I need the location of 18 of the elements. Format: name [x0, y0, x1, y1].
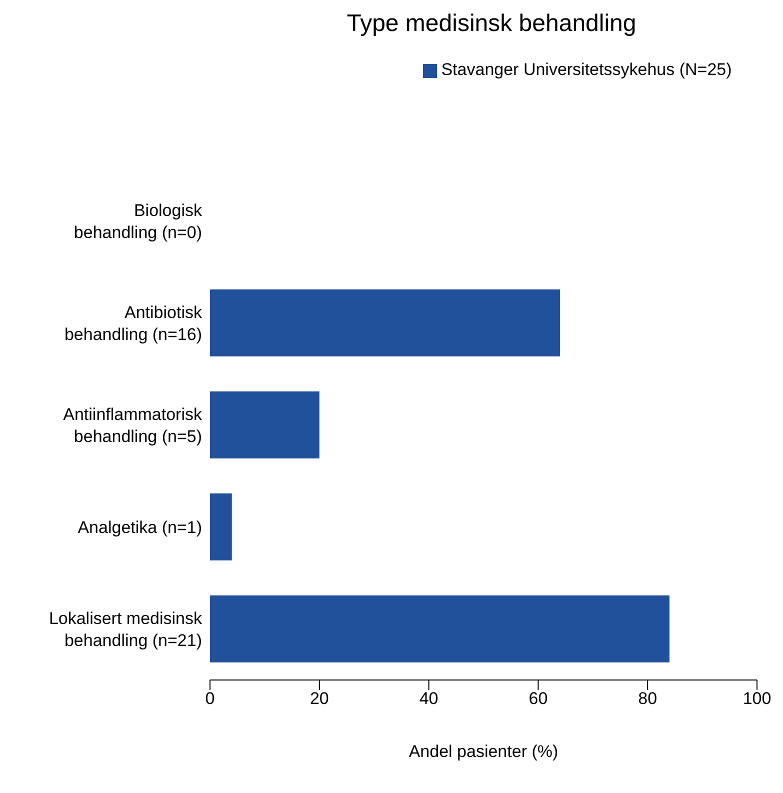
y-tick-label: Antibiotisk behandling (n=16) — [64, 302, 202, 344]
x-tick-label: 100 — [742, 689, 772, 708]
legend-label: Stavanger Universitetssykehus (N=25) — [441, 60, 732, 79]
x-tick-label: 0 — [205, 689, 215, 708]
bar — [210, 289, 560, 356]
y-tick-label: Lokalisert medisinsk behandling (n=21) — [48, 608, 202, 650]
x-tick-label: 80 — [638, 689, 658, 708]
y-tick-label: Biologisk behandling (n=0) — [74, 200, 202, 242]
y-tick-label: Analgetika (n=1) — [78, 518, 202, 536]
bar — [210, 391, 320, 458]
bar — [210, 493, 232, 560]
y-tick-label: Antiinflammatorisk behandling (n=5) — [63, 404, 202, 446]
x-tick-label: 40 — [419, 689, 438, 708]
bar — [210, 595, 670, 662]
x-tick-label: 60 — [528, 689, 548, 708]
x-axis-title: Andel pasienter (%) — [408, 742, 558, 762]
chart-title: Type medisinsk behandling — [346, 10, 638, 39]
x-tick-label: 20 — [310, 689, 329, 708]
